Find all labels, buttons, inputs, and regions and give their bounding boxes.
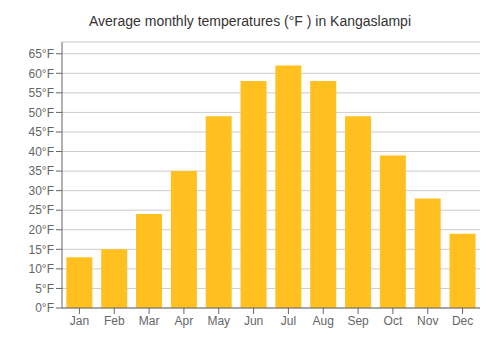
svg-text:Aug: Aug <box>313 314 334 328</box>
svg-text:Dec: Dec <box>452 314 473 328</box>
svg-text:Apr: Apr <box>175 314 194 328</box>
svg-text:55°F: 55°F <box>29 86 54 100</box>
svg-text:Jun: Jun <box>244 314 263 328</box>
svg-text:Nov: Nov <box>417 314 438 328</box>
svg-text:20°F: 20°F <box>29 223 54 237</box>
svg-text:30°F: 30°F <box>29 184 54 198</box>
svg-text:40°F: 40°F <box>29 145 54 159</box>
svg-text:May: May <box>207 314 230 328</box>
svg-text:5°F: 5°F <box>35 282 54 296</box>
svg-text:25°F: 25°F <box>29 203 54 217</box>
svg-text:45°F: 45°F <box>29 125 54 139</box>
svg-text:Sep: Sep <box>347 314 369 328</box>
svg-text:Feb: Feb <box>104 314 125 328</box>
svg-text:Jan: Jan <box>70 314 89 328</box>
svg-text:Mar: Mar <box>139 314 160 328</box>
svg-text:50°F: 50°F <box>29 106 54 120</box>
svg-text:0°F: 0°F <box>35 301 54 315</box>
html-text:Average monthly temperatures (: Average monthly temperatures (°F ) in Ka… <box>89 13 411 29</box>
svg-text:Oct: Oct <box>384 314 403 328</box>
svg-text:60°F: 60°F <box>29 67 54 81</box>
svg-text:15°F: 15°F <box>29 243 54 257</box>
svg-text:10°F: 10°F <box>29 262 54 276</box>
svg-text:35°F: 35°F <box>29 164 54 178</box>
svg-text:65°F: 65°F <box>29 47 54 61</box>
svg-text:Jul: Jul <box>281 314 296 328</box>
